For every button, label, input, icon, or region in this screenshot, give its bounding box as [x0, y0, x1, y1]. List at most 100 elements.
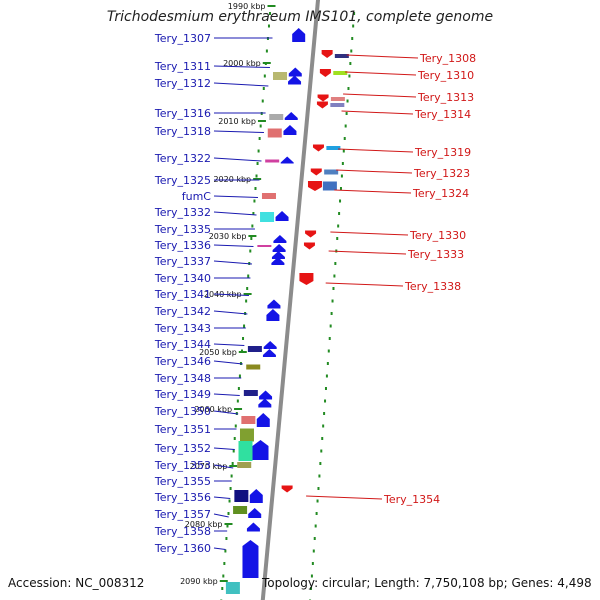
gene-label-left[interactable]: Tery_1340	[154, 272, 211, 285]
right-track-dot	[351, 37, 354, 40]
gene-label-left[interactable]: Tery_1341	[154, 288, 211, 301]
left-track-dot	[234, 424, 237, 428]
forward-gene-arrow	[288, 67, 302, 77]
gene-label-right[interactable]: Tery_1323	[413, 167, 470, 180]
gene-label-right[interactable]: Tery_1313	[417, 91, 474, 104]
gene-label-left[interactable]: Tery_1353	[154, 459, 211, 472]
gene-label-left[interactable]: Tery_1355	[154, 475, 211, 488]
right-track-dot	[318, 474, 321, 478]
reverse-gene-arrow	[316, 101, 328, 109]
gene-label-left[interactable]: Tery_1360	[154, 542, 211, 555]
genome-backbone	[260, 0, 321, 600]
accession-text: Accession: NC_008312	[8, 576, 145, 590]
gene-label-right[interactable]: Tery_1333	[407, 248, 464, 261]
left-track-dot	[250, 237, 253, 240]
gene-label-left[interactable]: Tery_1358	[154, 525, 211, 538]
gene-label-left[interactable]: Tery_1344	[154, 338, 211, 351]
genome-title: Trichodesmium erythraeum IMS101, complet…	[106, 9, 494, 25]
gene-label-left[interactable]: Tery_1356	[154, 491, 211, 504]
gene-label-left[interactable]: Tery_1307	[154, 32, 211, 45]
gene-label-left[interactable]: Tery_1318	[154, 125, 211, 138]
right-track-dot	[352, 24, 355, 28]
gene-label-left[interactable]: Tery_1312	[154, 77, 211, 90]
label-leader-line	[334, 189, 412, 194]
gene-label-right[interactable]: Tery_1314	[414, 108, 471, 121]
gene-label-left[interactable]: Tery_1342	[154, 305, 211, 318]
gene-label-left[interactable]: Tery_1336	[154, 239, 211, 252]
gene-label-left[interactable]: Tery_1343	[154, 322, 211, 335]
label-leader-line	[213, 547, 226, 550]
left-track-dot	[228, 499, 231, 503]
label-leader-line	[328, 250, 407, 255]
label-leader-line	[213, 195, 258, 198]
gene-label-right[interactable]: Tery_1330	[409, 229, 466, 242]
domain-block	[324, 169, 339, 175]
forward-gene-arrow	[266, 309, 280, 321]
gene-label-left[interactable]: Tery_1316	[154, 107, 211, 120]
gene-label-left[interactable]: Tery_1311	[154, 60, 211, 73]
domain-block	[333, 71, 348, 75]
label-leader-line	[306, 495, 383, 500]
gene-label-left[interactable]: Tery_1332	[154, 206, 211, 219]
right-track-dot	[309, 587, 312, 590]
domain-block	[237, 462, 252, 468]
gene-label-left[interactable]: Tery_1351	[154, 423, 211, 436]
gene-label-right[interactable]: Tery_1308	[419, 52, 476, 65]
gene-label-left[interactable]: Tery_1352	[154, 442, 211, 455]
right-track-dot	[338, 212, 341, 215]
forward-gene-arrow	[283, 125, 297, 135]
forward-gene-arrow	[262, 349, 276, 357]
forward-gene-arrow	[242, 540, 259, 578]
domain-block	[239, 428, 254, 442]
right-track-dot	[344, 124, 347, 128]
gene-label-left[interactable]: Tery_1357	[154, 508, 211, 521]
gene-label-right[interactable]: Tery_1310	[417, 69, 474, 82]
right-track-dot	[332, 287, 335, 290]
domain-block	[241, 416, 256, 424]
domain-block	[330, 103, 345, 107]
gene-label-left[interactable]: fumC	[182, 190, 212, 203]
right-track-dot	[313, 537, 316, 540]
label-leader-line	[213, 82, 269, 87]
label-leader-line	[213, 310, 248, 315]
gene-label-right[interactable]: Tery_1338	[404, 280, 461, 293]
gene-label-left[interactable]: Tery_1325	[154, 174, 211, 187]
reverse-gene-arrow	[307, 181, 322, 191]
label-leader-line	[330, 231, 409, 236]
gene-label-right[interactable]: Tery_1319	[414, 146, 471, 159]
domain-block	[247, 346, 262, 352]
domain-block	[243, 390, 258, 396]
reverse-gene-arrow	[310, 168, 322, 176]
gene-label-left[interactable]: Tery_1350	[154, 405, 211, 418]
left-track-dot	[231, 462, 234, 465]
gene-label-left[interactable]: Tery_1348	[154, 372, 211, 385]
topology-text: Topology: circular; Length: 7,750,108 bp…	[262, 576, 592, 590]
left-track-dot	[254, 187, 257, 190]
left-track-dot	[236, 399, 239, 403]
gene-label-left[interactable]: Tery_1335	[154, 223, 211, 236]
gene-label-left[interactable]: Tery_1349	[154, 388, 211, 401]
gene-label-right[interactable]: Tery_1324	[412, 187, 469, 200]
right-track-dot	[348, 74, 351, 78]
gene-label-right[interactable]: Tery_1354	[383, 493, 440, 506]
label-leader-line	[336, 169, 413, 174]
domain-block	[261, 193, 276, 199]
gene-label-left[interactable]: Tery_1322	[154, 152, 211, 165]
label-leader-line	[213, 65, 270, 68]
forward-gene-arrow	[256, 413, 270, 427]
gene-label-left[interactable]: Tery_1346	[154, 355, 211, 368]
label-leader-line	[213, 513, 229, 518]
label-leader-line	[337, 148, 414, 153]
left-track-dot	[249, 249, 252, 253]
right-track-dot	[324, 387, 327, 390]
right-track-dot	[317, 487, 320, 490]
left-track-dot	[247, 274, 250, 278]
left-track-dot	[263, 74, 266, 78]
right-track-dot	[345, 112, 348, 115]
domain-block	[238, 441, 253, 461]
forward-gene-arrow	[246, 522, 260, 532]
gene-label-left[interactable]: Tery_1337	[154, 255, 211, 268]
label-leader-line	[343, 93, 417, 98]
